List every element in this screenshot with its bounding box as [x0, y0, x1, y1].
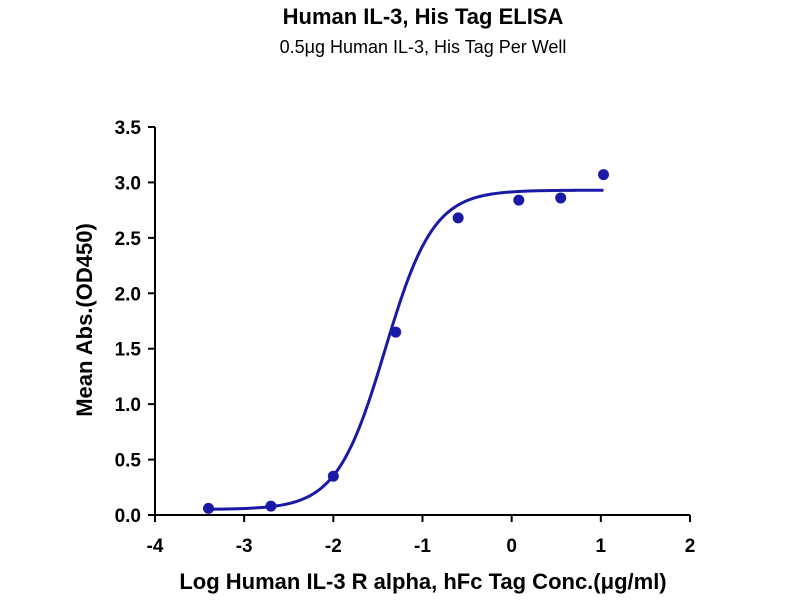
y-axis-ticks: 0.0 0.5 1.0 1.5 2.0 2.5 3.0 3.5 — [115, 118, 155, 527]
x-tick-label: -2 — [325, 536, 342, 557]
fit-curve — [208, 188, 604, 511]
x-tick-label: -3 — [236, 536, 253, 557]
y-tick-label: 0.5 — [115, 451, 142, 472]
y-axis-label: Mean Abs.(OD450) — [72, 223, 97, 417]
x-tick-label: 0 — [506, 536, 517, 557]
y-tick-label: 3.0 — [115, 173, 141, 194]
x-axis-ticks: -4 -3 -2 -1 0 1 2 — [147, 515, 696, 557]
data-point — [555, 192, 567, 204]
data-point — [452, 212, 464, 224]
axes — [154, 127, 690, 516]
x-axis-label: Log Human IL-3 R alpha, hFc Tag Conc.(μg… — [179, 569, 666, 594]
data-point — [265, 500, 277, 512]
chart-title: Human IL-3, His Tag ELISA — [283, 4, 564, 29]
fit-curve-layer — [208, 188, 604, 511]
y-tick-label: 0.0 — [115, 506, 141, 527]
y-tick-label: 3.5 — [115, 118, 142, 139]
data-points-layer — [203, 169, 610, 514]
y-tick-label: 2.5 — [115, 229, 142, 250]
y-tick-label: 2.0 — [115, 284, 141, 305]
x-tick-label: 2 — [685, 536, 696, 557]
data-point — [203, 502, 214, 514]
data-point — [327, 470, 339, 482]
y-tick-label: 1.5 — [115, 340, 142, 361]
x-tick-label: 1 — [596, 536, 607, 557]
chart-subtitle: 0.5μg Human IL-3, His Tag Per Well — [280, 37, 567, 57]
data-point — [390, 326, 402, 338]
x-tick-label: -4 — [147, 536, 164, 557]
data-point — [598, 169, 610, 181]
data-point — [513, 194, 525, 206]
x-tick-label: -1 — [414, 536, 431, 557]
y-tick-label: 1.0 — [115, 395, 141, 416]
